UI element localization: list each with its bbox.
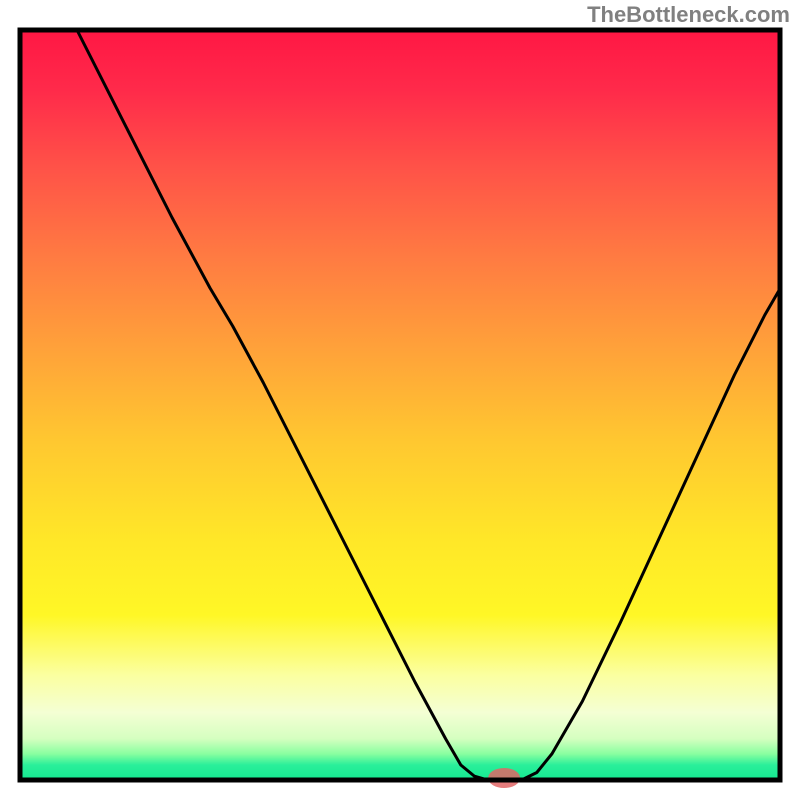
watermark-text: TheBottleneck.com [587,2,790,28]
bottleneck-chart [0,0,800,800]
chart-container: TheBottleneck.com [0,0,800,800]
